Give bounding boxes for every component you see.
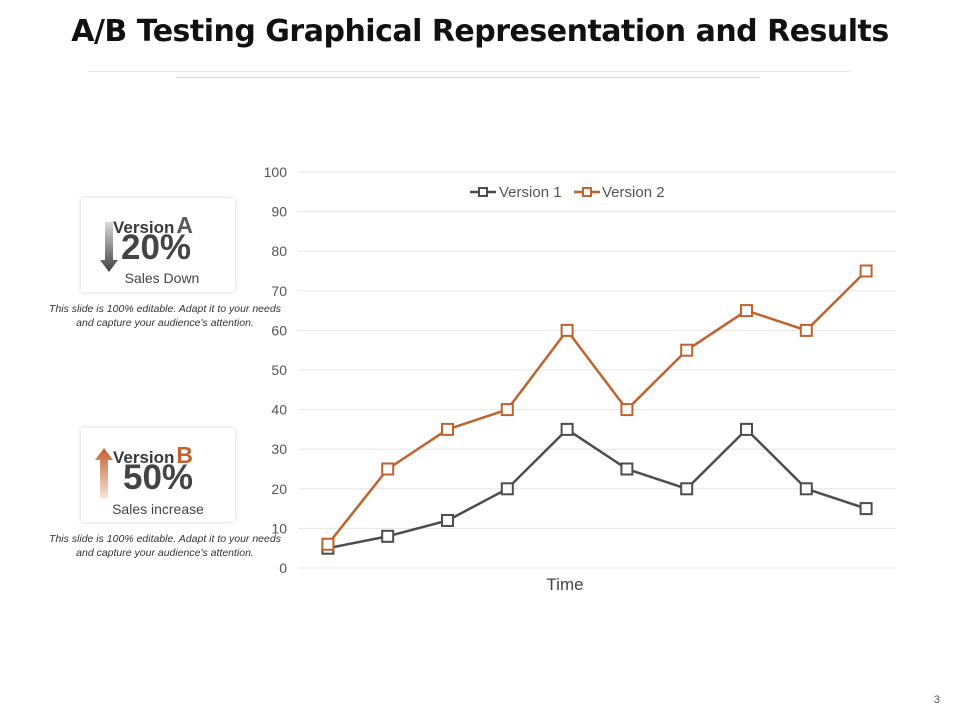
series-2-point-6 (620, 403, 634, 417)
y-tick-label-60: 60 (271, 322, 287, 338)
series-2-point-3 (441, 422, 454, 436)
chart-legend: Version 1 Version 2 (470, 184, 665, 201)
version-a-card: VersionA 20% Sales Down (81, 198, 235, 292)
y-tick-label-40: 40 (271, 402, 287, 418)
chart-y-axis: 0 10 20 30 40 50 60 70 80 90 100 (264, 164, 288, 576)
page-number: 3 (933, 694, 940, 706)
y-tick-label-30: 30 (271, 441, 287, 457)
version-a-note: This slide is 100% editable. Adapt it to… (49, 303, 281, 329)
y-tick-label-20: 20 (271, 481, 287, 497)
version-b-label: VersionB (113, 442, 193, 469)
version-b-note: This slide is 100% editable. Adapt it to… (49, 533, 281, 559)
series-2-line (326, 270, 867, 546)
series-2-point-5 (560, 323, 574, 337)
version-b-word: Version (113, 448, 175, 467)
version-a-percent: 20% (121, 228, 192, 267)
y-tick-label-100: 100 (264, 164, 288, 180)
series-2-point-8 (740, 304, 753, 318)
series-2-point-7 (680, 343, 694, 357)
version-b-card: VersionB 50% Sales increase (81, 428, 235, 522)
title-divider-secondary (176, 77, 760, 78)
version-a-caption: Sales Down (124, 270, 200, 286)
y-tick-label-50: 50 (271, 362, 287, 378)
title-divider (88, 71, 850, 72)
y-tick-label-80: 80 (271, 243, 287, 259)
chart-series (321, 264, 873, 555)
legend-marker-1 (478, 187, 488, 197)
y-tick-label-10: 10 (271, 520, 287, 536)
arrow-up-icon (95, 448, 113, 498)
series-1-point-4 (500, 482, 514, 496)
series-1-point-8 (740, 422, 753, 436)
series-1-point-2 (381, 529, 395, 543)
series-2-point-10 (859, 264, 873, 278)
version-a-letter: A (176, 212, 194, 238)
series-2 (321, 264, 873, 551)
slide-title: A/B Testing Graphical Representation and… (71, 14, 889, 49)
series-1-point-6 (620, 462, 634, 476)
series-1-point-7 (680, 482, 694, 496)
y-tick-label-0: 0 (279, 560, 287, 576)
legend-marker-2 (582, 187, 592, 197)
series-2-point-9 (799, 323, 813, 337)
series-1-point-5 (560, 422, 574, 436)
legend-label-1: Version 1 (499, 184, 562, 201)
legend-label-2: Version 2 (602, 184, 665, 201)
series-1-point-3 (441, 513, 454, 527)
series-1-point-9 (799, 482, 813, 496)
series-1-point-10 (859, 502, 873, 516)
version-b-percent: 50% (123, 458, 194, 497)
series-2-point-1 (321, 537, 335, 551)
x-axis-label: Time (546, 575, 583, 594)
y-tick-label-90: 90 (271, 204, 287, 220)
version-b-caption: Sales increase (112, 501, 204, 517)
version-a-label: VersionA (113, 212, 193, 239)
series-2-point-4 (500, 403, 514, 417)
version-a-word: Version (113, 218, 175, 237)
series-2-point-2 (381, 462, 395, 476)
series-1-line (327, 428, 867, 550)
y-tick-label-70: 70 (271, 283, 287, 299)
version-b-letter: B (176, 442, 194, 468)
arrow-down-icon (100, 222, 118, 272)
